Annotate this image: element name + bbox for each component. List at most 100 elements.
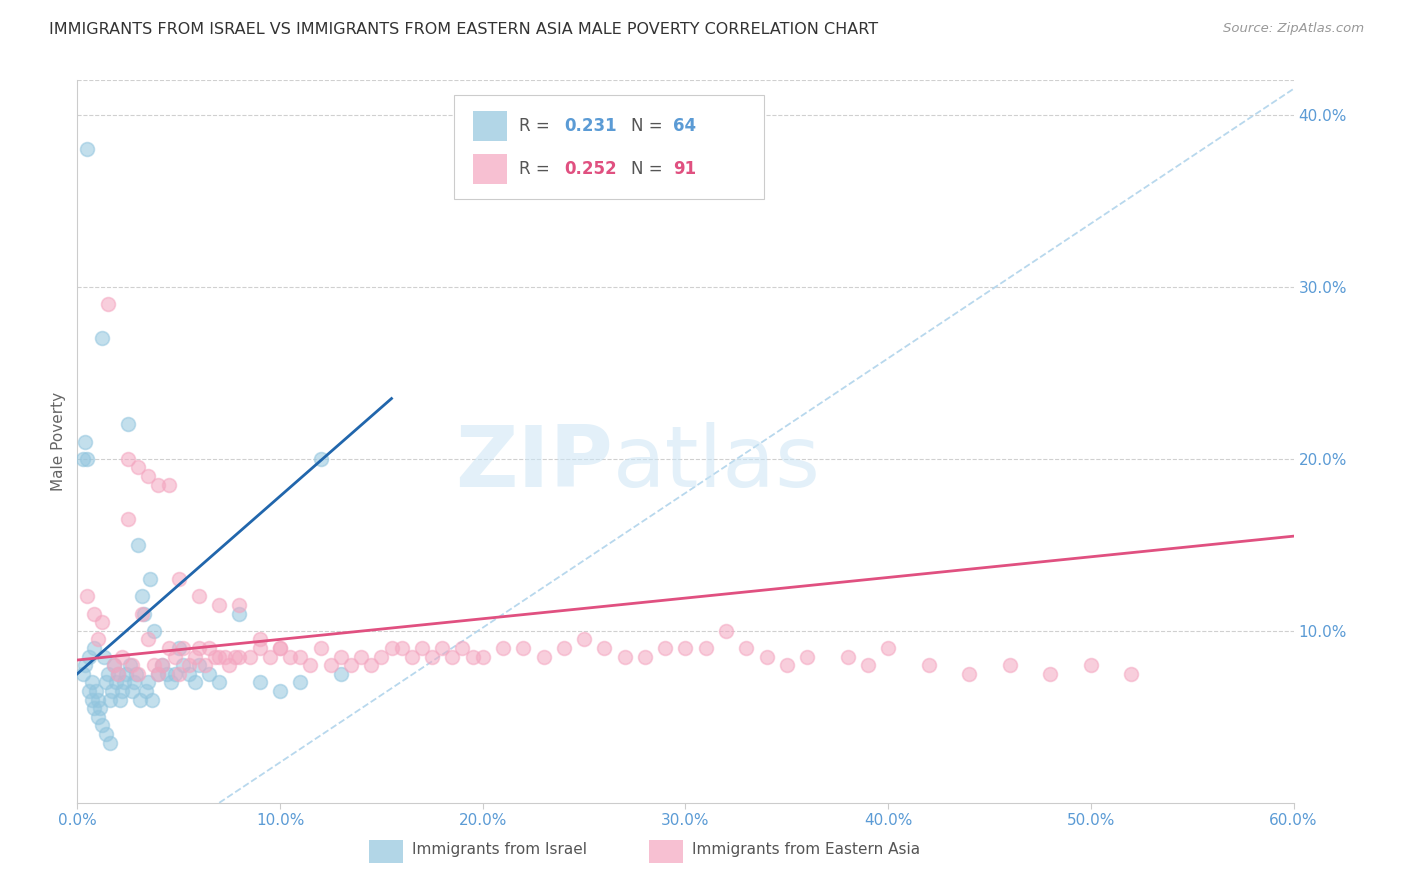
Point	[278, 649, 301, 664]
Point	[228, 649, 250, 664]
Point	[129, 692, 152, 706]
Point	[796, 649, 818, 664]
Point	[512, 640, 534, 655]
Point	[194, 658, 217, 673]
Point	[714, 624, 737, 638]
Point	[103, 658, 125, 673]
Point	[675, 640, 697, 655]
Point	[163, 666, 186, 681]
Point	[370, 649, 392, 664]
Bar	[472, 111, 506, 141]
Point	[299, 658, 322, 673]
Point	[127, 460, 149, 475]
Point	[1121, 666, 1143, 681]
Point	[152, 658, 174, 673]
Point	[90, 718, 112, 732]
Point	[122, 675, 145, 690]
Point	[79, 649, 101, 664]
Point	[86, 692, 108, 706]
Point	[80, 675, 103, 690]
Point	[471, 649, 494, 664]
Point	[391, 640, 413, 655]
Point	[695, 640, 717, 655]
Point	[259, 649, 281, 664]
Text: Source: ZipAtlas.com: Source: ZipAtlas.com	[1223, 22, 1364, 36]
Point	[76, 451, 98, 466]
Point	[152, 658, 174, 673]
Point	[117, 451, 139, 466]
Point	[167, 640, 190, 655]
Point	[198, 640, 221, 655]
Text: 64: 64	[673, 117, 696, 135]
Point	[172, 658, 194, 673]
Point	[80, 692, 103, 706]
Point	[228, 598, 250, 612]
FancyBboxPatch shape	[454, 95, 765, 200]
Point	[148, 666, 170, 681]
Bar	[370, 839, 404, 863]
Point	[94, 727, 117, 741]
Point	[461, 649, 484, 664]
Text: Immigrants from Israel: Immigrants from Israel	[412, 842, 586, 857]
Point	[1039, 666, 1062, 681]
Point	[837, 649, 859, 664]
Point	[420, 649, 443, 664]
Point	[593, 640, 616, 655]
Point	[90, 615, 112, 630]
Point	[121, 684, 143, 698]
Point	[76, 590, 98, 604]
Point	[148, 666, 170, 681]
Point	[441, 649, 464, 664]
Point	[103, 658, 125, 673]
Point	[228, 607, 250, 621]
Point	[218, 658, 240, 673]
Point	[159, 675, 181, 690]
Text: Immigrants from Eastern Asia: Immigrants from Eastern Asia	[692, 842, 920, 857]
Point	[208, 649, 231, 664]
Point	[918, 658, 941, 673]
Point	[127, 666, 149, 681]
Point	[127, 538, 149, 552]
Text: N =: N =	[631, 117, 668, 135]
Point	[143, 658, 166, 673]
Point	[401, 649, 423, 664]
Point	[184, 675, 207, 690]
Point	[184, 649, 207, 664]
Point	[430, 640, 453, 655]
Point	[93, 649, 115, 664]
Point	[613, 649, 636, 664]
Point	[239, 649, 262, 664]
Point	[776, 658, 799, 673]
Text: IMMIGRANTS FROM ISRAEL VS IMMIGRANTS FROM EASTERN ASIA MALE POVERTY CORRELATION : IMMIGRANTS FROM ISRAEL VS IMMIGRANTS FRO…	[49, 22, 879, 37]
Text: 0.252: 0.252	[564, 161, 616, 178]
Point	[214, 649, 236, 664]
Point	[125, 666, 148, 681]
Point	[84, 684, 107, 698]
Point	[157, 477, 180, 491]
Y-axis label: Male Poverty: Male Poverty	[51, 392, 66, 491]
Point	[309, 451, 332, 466]
Point	[72, 666, 94, 681]
Point	[157, 640, 180, 655]
Point	[98, 735, 121, 749]
Text: 91: 91	[673, 161, 696, 178]
Point	[411, 640, 433, 655]
Point	[319, 658, 342, 673]
Point	[97, 297, 120, 311]
Point	[755, 649, 778, 664]
Point	[998, 658, 1021, 673]
Point	[380, 640, 402, 655]
Point	[249, 675, 271, 690]
Point	[167, 572, 190, 586]
Point	[533, 649, 555, 664]
Point	[360, 658, 382, 673]
Point	[115, 666, 138, 681]
Point	[177, 666, 200, 681]
Point	[224, 649, 246, 664]
Point	[172, 640, 194, 655]
Point	[167, 666, 190, 681]
Point	[90, 331, 112, 345]
Text: N =: N =	[631, 161, 668, 178]
Bar	[650, 839, 683, 863]
Point	[290, 649, 312, 664]
